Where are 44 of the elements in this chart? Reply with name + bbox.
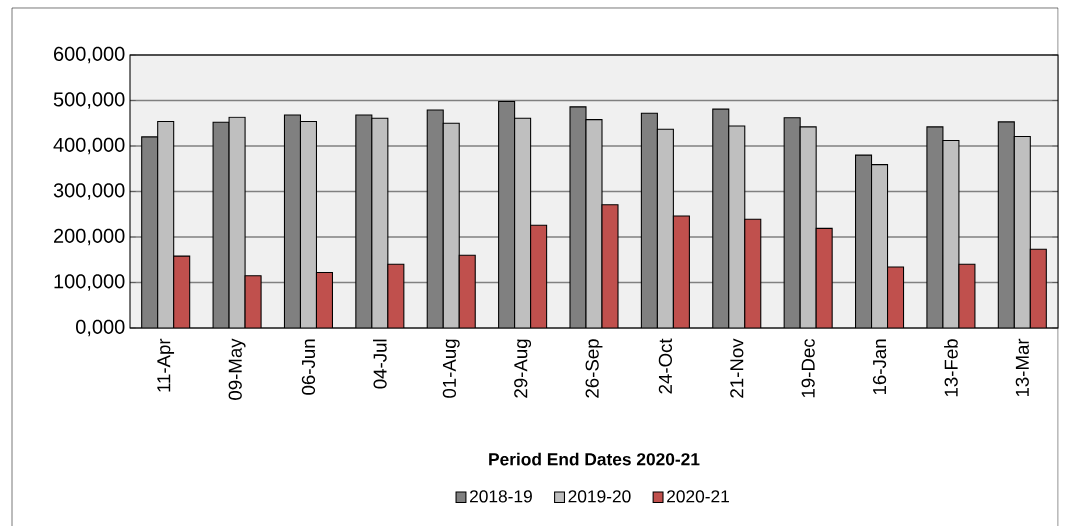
- y-tick-label: 200,000: [54, 228, 125, 246]
- legend-label: 2020-21: [667, 490, 729, 503]
- bar: [728, 125, 746, 328]
- bar: [173, 255, 191, 328]
- legend-label: 2018-19: [470, 490, 532, 503]
- x-tick-label: 24-Oct: [658, 338, 672, 394]
- x-tick-label: 09-May: [228, 338, 246, 400]
- bar: [371, 117, 389, 328]
- x-tick-label: 29-Aug: [514, 339, 532, 398]
- x-tick-label: 06-Jun: [301, 339, 316, 395]
- bar: [514, 117, 532, 328]
- bar: [442, 122, 460, 328]
- x-axis-title: Period End Dates 2020-21: [489, 452, 700, 466]
- bar: [1013, 135, 1031, 328]
- x-tick-label: 13-Mar: [1015, 338, 1029, 397]
- x-tick-label: 26-Sep: [585, 339, 603, 398]
- x-tick-label: 21-Nov: [730, 338, 744, 398]
- y-tick-label: 400,000: [53, 137, 125, 155]
- x-tick-label: 01-Aug: [442, 339, 460, 398]
- bar: [799, 126, 817, 328]
- y-tick-label: 100,000: [54, 274, 125, 291]
- bar: [458, 254, 476, 328]
- x-tick-label: 19-Dec: [801, 338, 815, 398]
- x-tick-label: 13-Feb: [944, 339, 958, 397]
- y-tick-label: 600,000: [54, 46, 125, 64]
- bar: [871, 164, 889, 328]
- legend-label: 2019-20: [568, 490, 631, 503]
- y-tick-label: 0,000: [76, 319, 125, 337]
- bar: [316, 272, 333, 328]
- bar: [300, 121, 317, 328]
- x-tick-label: 04-Jul: [372, 339, 387, 389]
- y-tick-label: 300,000: [53, 183, 125, 200]
- x-tick-label: 11-Apr: [157, 338, 175, 392]
- bar: [656, 128, 674, 328]
- bar: [157, 120, 175, 328]
- bar: [815, 227, 833, 328]
- bar: [887, 266, 905, 328]
- bar: [387, 263, 405, 328]
- bar: [1029, 248, 1047, 328]
- x-tick-label: 16-Jan: [872, 339, 887, 395]
- bar: [530, 224, 548, 328]
- bar: [672, 215, 690, 328]
- bar: [744, 218, 762, 328]
- y-tick-label: 500,000: [53, 92, 125, 109]
